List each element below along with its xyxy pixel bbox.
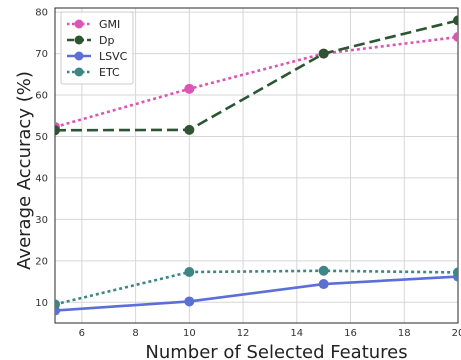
x-tick-label: 8 — [132, 328, 138, 339]
x-tick-label: 6 — [79, 328, 85, 339]
data-point-lsvc — [319, 279, 329, 289]
legend-label-gmi: GMI — [99, 18, 120, 31]
x-tick-label: 14 — [290, 328, 303, 339]
legend-marker-dp — [75, 36, 84, 45]
data-point-dp — [50, 125, 60, 135]
data-point-etc — [50, 299, 60, 309]
data-point-dp — [453, 15, 461, 25]
y-tick-label: 70 — [35, 49, 48, 60]
data-point-dp — [319, 49, 329, 59]
data-point-gmi — [184, 84, 194, 94]
y-tick-label: 60 — [35, 91, 48, 102]
data-point-lsvc — [184, 296, 194, 306]
y-tick-label: 80 — [35, 8, 48, 19]
x-tick-label: 16 — [344, 328, 357, 339]
x-tick-label: 12 — [237, 328, 250, 339]
legend-box — [61, 12, 133, 84]
x-tick-label: 20 — [452, 328, 461, 339]
legend-label-lsvc: LSVC — [99, 50, 128, 63]
y-tick-label: 40 — [35, 173, 48, 184]
y-tick-label: 20 — [35, 256, 48, 267]
legend-marker-etc — [75, 68, 84, 77]
legend-marker-lsvc — [75, 52, 84, 61]
y-axis-label: Average Accuracy (%) — [14, 71, 35, 270]
x-tick-label: 18 — [398, 328, 411, 339]
data-point-etc — [319, 266, 329, 276]
y-tick-label: 30 — [35, 215, 48, 226]
y-tick-label: 50 — [35, 132, 48, 143]
x-axis-label: Number of Selected Features — [145, 342, 407, 360]
legend-marker-gmi — [75, 20, 84, 29]
y-tick-label: 10 — [35, 298, 48, 309]
x-tick-label: 10 — [183, 328, 196, 339]
series-line-lsvc — [55, 277, 458, 311]
data-point-etc — [184, 267, 194, 277]
data-point-dp — [184, 125, 194, 135]
legend-label-etc: ETC — [99, 66, 120, 79]
legend: GMI Dp LSVC ETC — [61, 12, 133, 84]
series-line-etc — [55, 271, 458, 305]
data-point-gmi — [453, 32, 461, 42]
legend-label-dp: Dp — [99, 34, 114, 47]
